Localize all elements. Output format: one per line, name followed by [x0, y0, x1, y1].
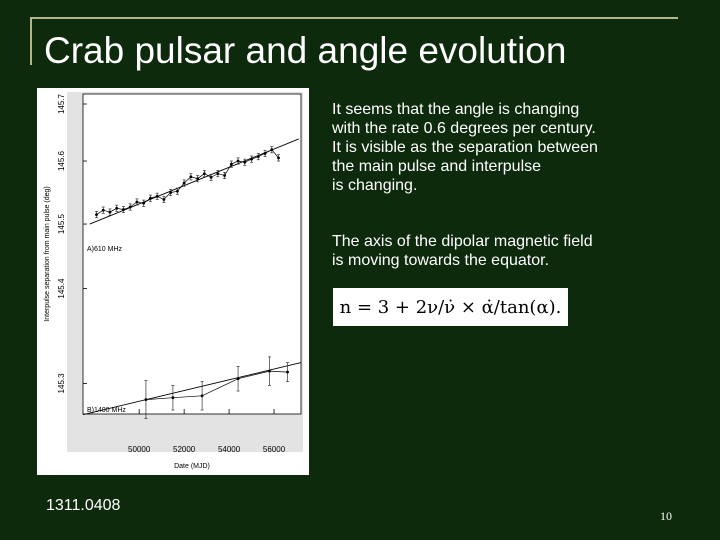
- data-point: [229, 162, 233, 166]
- data-point: [169, 191, 173, 194]
- plot-frame: [82, 93, 302, 415]
- data-point: [263, 152, 267, 155]
- x-tick-label: 52000: [173, 445, 196, 454]
- data-point: [236, 159, 240, 163]
- series-line: [96, 149, 279, 215]
- y-tick-label: 145.4: [57, 278, 66, 299]
- y-axis-label: Interpulse separation from main pulse (d…: [44, 186, 51, 321]
- data-point: [250, 157, 253, 161]
- chart-svg: 50000 52000 54000 56000 145.3 145.4 145.5 145.6…: [37, 88, 309, 475]
- data-point: [101, 208, 105, 212]
- series-label: B)1400 MHz: [87, 407, 126, 414]
- data-point: [162, 198, 166, 201]
- chart-figure: 50000 52000 54000 56000 145.3 145.4 145.5 145.6…: [37, 88, 309, 475]
- arxiv-reference: 1311.0408: [46, 497, 121, 514]
- y-tick-label: 145.6: [57, 150, 66, 171]
- series-label: A)610 MHz: [87, 246, 123, 253]
- data-point: [196, 177, 200, 181]
- braking-index-formula: n = 3 + 2ν/ν̇ × α̇/tan(α).: [333, 288, 568, 326]
- y-tick-label: 145.3: [57, 373, 66, 394]
- title-frame-left: [30, 17, 32, 65]
- data-point: [122, 208, 125, 211]
- data-point: [200, 394, 204, 398]
- data-point: [270, 148, 274, 152]
- y-tick-label: 145.5: [57, 213, 66, 234]
- fit-line: [82, 362, 302, 416]
- data-point: [115, 206, 119, 210]
- data-point: [286, 370, 289, 374]
- magnetic-axis-paragraph: The axis of the dipolar magnetic field i…: [332, 233, 593, 269]
- data-point: [256, 155, 260, 159]
- page-number: 10: [660, 509, 672, 523]
- data-point: [236, 377, 240, 381]
- data-point: [142, 201, 146, 205]
- x-axis-label: Date (MJD): [174, 463, 210, 470]
- explanation-paragraph: It seems that the angle is changing with…: [332, 101, 598, 194]
- data-point: [189, 175, 193, 179]
- data-point: [149, 196, 152, 200]
- data-point: [223, 174, 226, 177]
- data-point: [144, 398, 148, 401]
- data-point: [175, 189, 179, 193]
- data-point: [277, 156, 280, 160]
- data-point: [182, 181, 186, 185]
- y-tick-label: 145.7: [57, 93, 66, 114]
- data-point: [268, 369, 271, 373]
- data-point: [155, 194, 159, 198]
- data-point: [95, 213, 98, 216]
- series-line: [145, 370, 288, 400]
- slide-title: Crab pulsar and angle evolution: [44, 30, 567, 71]
- data-point: [108, 210, 112, 214]
- x-tick-label: 54000: [218, 445, 241, 454]
- data-point: [128, 205, 132, 209]
- data-point: [202, 172, 206, 176]
- data-point: [216, 172, 220, 176]
- x-tick-label: 56000: [263, 445, 286, 454]
- data-point: [171, 396, 175, 400]
- data-point: [135, 200, 139, 204]
- data-point: [209, 176, 213, 179]
- title-frame-top: [30, 17, 678, 19]
- x-tick-label: 50000: [128, 445, 151, 454]
- data-point: [243, 160, 247, 164]
